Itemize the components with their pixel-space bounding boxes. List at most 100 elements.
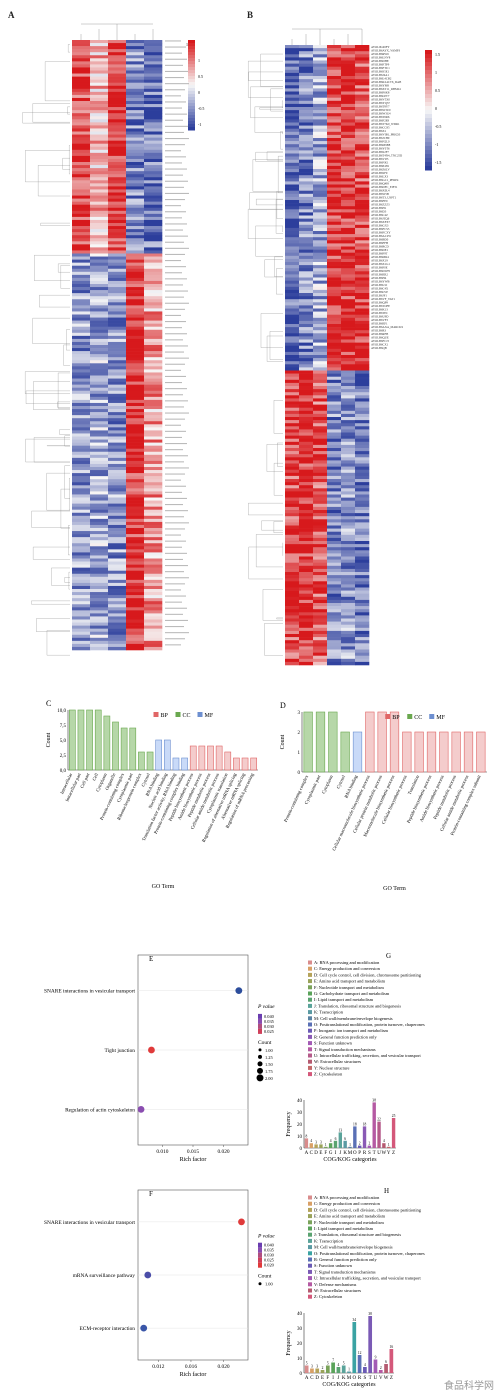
- heatmap-cell: [341, 308, 356, 312]
- legend-tick: 0.030: [264, 1024, 275, 1029]
- heatmap-cell: [355, 624, 370, 629]
- gene-label-placeholder: [165, 412, 189, 414]
- heatmap-cell: [313, 122, 328, 126]
- heatmap-cell: [126, 302, 145, 306]
- heatmap-cell: [126, 454, 145, 459]
- legend-label: V: Defense mechanisms: [314, 1282, 357, 1287]
- heatmap-cell: [313, 615, 328, 619]
- heatmap-cell: [144, 473, 163, 477]
- heatmap-cell: [90, 567, 109, 571]
- heatmap-cell: [341, 472, 356, 477]
- heatmap-cell: [144, 317, 163, 321]
- heatmap-b-gene-label: AYOLB6LNV8: [371, 56, 391, 60]
- heatmap-cell: [90, 445, 109, 449]
- heatmap-cell: [355, 386, 370, 390]
- heatmap-cell: [299, 630, 314, 635]
- legend-swatch: [385, 714, 391, 719]
- heatmap-cell: [327, 568, 342, 573]
- heatmap-cell: [108, 223, 127, 227]
- heatmap-cell: [355, 159, 370, 164]
- heatmap-cell: [144, 360, 163, 364]
- heatmap-legend-swatch: [188, 124, 195, 128]
- gene-label-placeholder: [165, 101, 186, 103]
- legend-swatch: [153, 712, 159, 717]
- heatmap-cell: [144, 381, 163, 385]
- gene-label-placeholder: [165, 394, 183, 396]
- heatmap-b-gene-label: AYOLB6TOFE: [371, 304, 390, 308]
- heatmap-cell: [355, 302, 370, 306]
- heatmap-cell: [327, 612, 342, 616]
- heatmap-cell: [126, 579, 145, 584]
- gene-label-placeholder: [165, 89, 185, 91]
- heatmap-cell: [341, 305, 356, 309]
- heatmap-cell: [72, 354, 91, 358]
- heatmap-cell: [90, 277, 109, 282]
- heatmap-cell: [144, 116, 163, 120]
- heatmap-cell: [108, 549, 127, 553]
- heatmap-cell: [144, 476, 163, 480]
- heatmap-cell: [144, 494, 163, 498]
- bar-value-label: 4: [330, 1139, 332, 1143]
- gene-label-placeholder: [165, 308, 185, 310]
- bar-value-label: 18: [363, 1122, 367, 1126]
- heatmap-cell: [285, 134, 300, 139]
- heatmap-cell: [341, 407, 356, 412]
- heatmap-cell: [144, 351, 163, 355]
- heatmap-cell: [327, 119, 342, 123]
- heatmap-cell: [90, 213, 109, 218]
- heatmap-cell: [144, 79, 163, 83]
- heatmap-cell: [72, 625, 91, 629]
- heatmap-cell: [327, 596, 342, 601]
- heatmap-cell: [72, 409, 91, 413]
- gene-label-placeholder: [165, 345, 188, 347]
- heatmap-cell: [126, 534, 145, 538]
- heatmap-cell: [327, 324, 342, 328]
- heatmap-cell: [90, 421, 109, 425]
- heatmap-cell: [126, 595, 145, 599]
- heatmap-cell: [313, 144, 328, 148]
- heatmap-cell: [285, 280, 300, 284]
- heatmap-cell: [327, 249, 342, 253]
- bar-value-label: 2: [322, 1366, 324, 1370]
- heatmap-cell: [313, 249, 328, 253]
- heatmap-cell: [144, 528, 163, 532]
- heatmap-legend-swatch: [425, 94, 432, 99]
- heatmap-cell: [355, 373, 370, 377]
- heatmap-cell: [327, 448, 342, 452]
- bar: [389, 1349, 394, 1373]
- heatmap-cell: [285, 193, 300, 198]
- heatmap-cell: [285, 255, 300, 260]
- heatmap-cell: [285, 389, 300, 393]
- dendrogram-branch: [44, 61, 70, 102]
- heatmap-cell: [341, 454, 356, 458]
- heatmap-cell: [299, 330, 314, 334]
- heatmap-cell: [90, 442, 109, 446]
- heatmap-cell: [144, 576, 163, 581]
- heatmap-cell: [72, 290, 91, 294]
- heatmap-cell: [72, 567, 91, 571]
- heatmap-b-gene-label: AYOLB6X0L4: [371, 189, 390, 193]
- heatmap-cell: [144, 250, 163, 254]
- heatmap-cell: [327, 590, 342, 594]
- gene-label-placeholder: [165, 64, 183, 66]
- heatmap-cell: [108, 402, 127, 407]
- dendrogram-branch: [280, 131, 283, 150]
- heatmap-b-gene-label: AYOLB6H4: [371, 276, 387, 280]
- heatmap-cell: [299, 559, 314, 563]
- heatmap-cell: [327, 280, 342, 284]
- heatmap-cell: [72, 329, 91, 334]
- heatmap-cell: [144, 43, 163, 47]
- heatmap-cell: [108, 195, 127, 199]
- heatmap-cell: [327, 519, 342, 523]
- heatmap-cell: [355, 506, 370, 511]
- heatmap-cell: [355, 200, 370, 204]
- heatmap-cell: [108, 55, 127, 59]
- heatmap-cell: [327, 460, 342, 464]
- heatmap-cell: [285, 274, 300, 278]
- heatmap-cell: [313, 305, 328, 309]
- heatmap-cell: [285, 125, 300, 129]
- heatmap-b-gene-label: AYOLB6DWH: [371, 269, 391, 273]
- heatmap-cell: [90, 296, 109, 300]
- heatmap-cell: [108, 290, 127, 294]
- heatmap-cell: [90, 165, 109, 169]
